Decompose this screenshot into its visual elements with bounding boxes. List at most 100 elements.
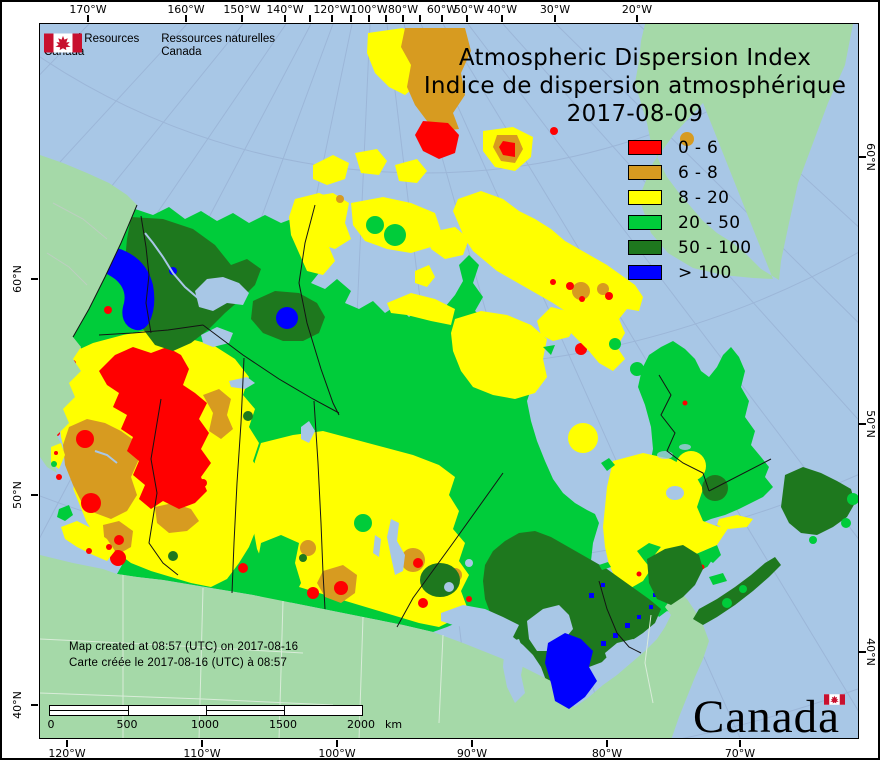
belcher-islands	[601, 458, 615, 471]
newfoundland	[781, 467, 855, 535]
canada-flag-icon	[44, 33, 82, 53]
title-en: Atmospheric Dispersion Index	[458, 45, 812, 71]
adi-green-pockets	[255, 514, 372, 613]
border-on-qc	[598, 580, 642, 654]
axis-label: 80°W	[591, 747, 623, 760]
us-land	[40, 555, 709, 738]
axis-label: 60°W	[426, 3, 458, 16]
greenland-land	[635, 24, 853, 280]
border-qc-nl-south	[708, 458, 772, 492]
scale-unit: km	[385, 718, 403, 731]
axis-label: 70°W	[724, 747, 756, 760]
border-bc-ab	[148, 398, 179, 576]
axis-label: 140°W	[266, 3, 304, 16]
legend-label: 0 - 6	[678, 137, 719, 158]
axis-label: 50°W	[453, 3, 485, 16]
scale-bar-graphic	[49, 705, 363, 716]
axis-label: 20°W	[621, 3, 653, 16]
nrcan-name-fr: Ressources naturelles Canada	[161, 33, 276, 58]
axis-label: 40°W	[486, 3, 518, 16]
created-note-fr: Carte créée le 2017-08-16 (UTC) à 08:57	[69, 657, 288, 669]
canada-wordmark: Canada	[693, 691, 858, 739]
border-yukon-nwt	[140, 215, 152, 334]
adi-darkgreen-ontario-quebec	[483, 531, 661, 711]
scale-label: 1500	[269, 718, 297, 731]
new-brunswick	[647, 545, 703, 605]
axis-label: 40°N	[11, 691, 24, 719]
axis-label: 30°W	[539, 3, 571, 16]
legend-label: 8 - 20	[678, 187, 730, 208]
pacific-islands	[51, 443, 115, 561]
arctic-islands	[299, 28, 694, 570]
axis-label: 120°W	[48, 747, 86, 760]
axis-label: 50°N	[864, 410, 877, 438]
title-date: 2017-08-09	[566, 101, 704, 127]
legend-label: > 100	[678, 262, 732, 283]
scale-label: 500	[116, 718, 138, 731]
legend: 0 - 6 6 - 8 8 - 20 20 - 50 50 - 100 > 10…	[628, 135, 751, 285]
legend-swatch-8-20	[628, 190, 662, 205]
border-mb-on	[396, 472, 504, 628]
scale-label: 1000	[191, 718, 219, 731]
axis-label: 100°W	[350, 3, 388, 16]
legend-swatch-0-6	[628, 140, 662, 155]
legend-label: 50 - 100	[678, 237, 752, 258]
banks-island	[299, 193, 351, 249]
legend-swatch-50-100	[628, 240, 662, 255]
map-art	[40, 24, 858, 738]
pei	[709, 573, 727, 585]
legend-swatch-6-8	[628, 165, 662, 180]
legend-swatch-100plus	[628, 265, 662, 280]
axis-label: 160°W	[167, 3, 205, 16]
border-nwt-nunavut	[298, 204, 340, 416]
title-fr: Indice de dispersion atmosphérique	[423, 73, 847, 99]
border-qc-nl	[658, 374, 710, 492]
nova-scotia	[693, 557, 781, 625]
adi-darkgreen-regions	[125, 217, 728, 711]
nrcan-signature: Natural ResourcesCanada Ressources natur…	[44, 33, 297, 59]
wordmark-flag-icon	[824, 694, 845, 705]
adi-yellow-quebec	[603, 453, 733, 589]
axis-label: 120°W	[313, 3, 351, 16]
axis-label: 40°N	[864, 638, 877, 666]
axis-label: 50°N	[11, 481, 24, 509]
scale-bar: 0 500 1000 1500 2000 km	[48, 705, 409, 731]
border-ab-sk	[231, 357, 245, 594]
legend-label: 6 - 8	[678, 162, 719, 183]
alaska-land	[40, 155, 137, 473]
border-alaska-yukon	[72, 204, 138, 338]
border-bc-60n	[98, 324, 204, 336]
baffin-island	[453, 191, 643, 371]
legend-swatch-20-50	[628, 215, 662, 230]
province-borders	[72, 204, 772, 654]
ellesmere-red-blob	[415, 121, 459, 159]
atlantic-region	[647, 467, 858, 625]
legend-row: 20 - 50	[628, 210, 751, 235]
border-sk-mb	[313, 400, 326, 610]
map-canvas: Natural ResourcesCanada Ressources natur…	[39, 23, 859, 739]
legend-row: 0 - 6	[628, 135, 751, 160]
axis-label: 170°W	[69, 3, 107, 16]
legend-row: 6 - 8	[628, 160, 751, 185]
axis-label: 100°W	[318, 747, 356, 760]
map-title: Atmospheric Dispersion Index Indice de d…	[395, 44, 858, 128]
axis-label: 60°N	[11, 265, 24, 293]
created-note-en: Map created at 08:57 (UTC) on 2017-08-16	[69, 641, 299, 653]
adi-blue-southern-ontario	[545, 583, 657, 709]
vancouver-island	[61, 521, 115, 561]
legend-row: 50 - 100	[628, 235, 751, 260]
creation-notes: Map created at 08:57 (UTC) on 2017-08-16…	[69, 639, 298, 671]
scale-label: 2000	[347, 718, 375, 731]
axis-label: 80°W	[387, 3, 419, 16]
legend-row: 8 - 20	[628, 185, 751, 210]
wordmark-text: Canada	[693, 691, 840, 739]
ellesmere-island	[401, 28, 471, 131]
axis-label: 150°W	[223, 3, 261, 16]
legend-label: 20 - 50	[678, 212, 741, 233]
axis-label: 110°W	[183, 747, 221, 760]
anticosti-island	[717, 515, 753, 529]
legend-row: > 100	[628, 260, 751, 285]
border-60n	[202, 324, 340, 414]
alaska-ridges	[46, 202, 108, 286]
